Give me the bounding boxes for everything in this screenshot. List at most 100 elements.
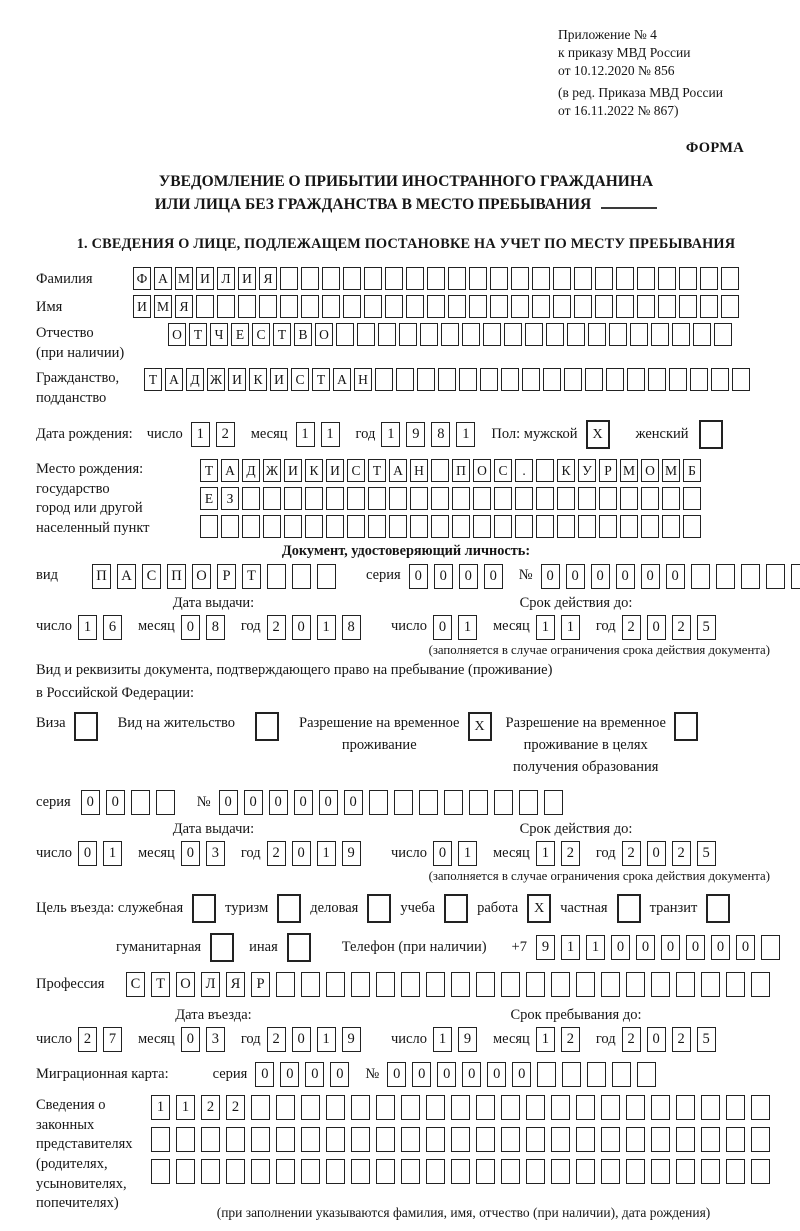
- visa-box[interactable]: [73, 712, 98, 741]
- temp-residence-box[interactable]: X: [467, 712, 492, 741]
- birthplace-cell[interactable]: [368, 515, 386, 539]
- birthplace-cell[interactable]: А: [221, 459, 239, 483]
- name-cell[interactable]: [553, 295, 571, 318]
- birthplace-cell[interactable]: [536, 487, 554, 511]
- citizenship-cell[interactable]: [396, 368, 414, 392]
- representatives-cell[interactable]: [526, 1095, 545, 1121]
- representatives-cell[interactable]: [501, 1095, 520, 1121]
- representatives-cell[interactable]: [676, 1095, 695, 1121]
- id-doc-number-cell[interactable]: [765, 563, 785, 589]
- id-doc-series-cell[interactable]: 0: [458, 563, 478, 589]
- representatives-cell[interactable]: [401, 1159, 420, 1185]
- patronymic-cell[interactable]: [525, 323, 543, 346]
- phone-cell[interactable]: 0: [610, 935, 630, 961]
- surname-cell[interactable]: [679, 267, 697, 290]
- birthplace-cell[interactable]: Д: [242, 459, 260, 483]
- birthplace-cell[interactable]: [410, 487, 428, 511]
- representatives-cell[interactable]: [701, 1159, 720, 1185]
- birthplace-cell[interactable]: [431, 459, 449, 483]
- representatives-cell[interactable]: [576, 1095, 595, 1121]
- birthplace-cell[interactable]: [620, 515, 638, 539]
- id-doc-kind-cell[interactable]: А: [116, 563, 136, 589]
- profession-cell[interactable]: [601, 972, 620, 998]
- birthplace-cell[interactable]: [221, 515, 239, 539]
- phone-cell[interactable]: 0: [710, 935, 730, 961]
- name-cell[interactable]: [196, 295, 214, 318]
- id-doc-number-cell[interactable]: [715, 563, 735, 589]
- birthplace-cell[interactable]: [683, 487, 701, 511]
- phone-cell[interactable]: [760, 935, 780, 961]
- representatives-cell[interactable]: [676, 1127, 695, 1153]
- representatives-cell[interactable]: [501, 1127, 520, 1153]
- res-issue-month-cell[interactable]: 3: [205, 841, 225, 867]
- res-valid-day-cell[interactable]: 0: [432, 841, 452, 867]
- birthplace-cell[interactable]: [305, 515, 323, 539]
- patronymic-cell[interactable]: [504, 323, 522, 346]
- profession-cell[interactable]: Я: [226, 972, 245, 998]
- profession-cell[interactable]: [576, 972, 595, 998]
- name-cell[interactable]: [574, 295, 592, 318]
- representatives-cell[interactable]: [726, 1095, 745, 1121]
- representatives-cell[interactable]: [701, 1095, 720, 1121]
- res-valid-day-cell[interactable]: 1: [457, 841, 477, 867]
- name-cell[interactable]: [343, 295, 361, 318]
- representatives-cell[interactable]: [251, 1095, 270, 1121]
- res-issue-month-cell[interactable]: 0: [180, 841, 200, 867]
- id-valid-month-cell[interactable]: 1: [535, 614, 555, 640]
- profession-cell[interactable]: [276, 972, 295, 998]
- id-doc-kind-cell[interactable]: Т: [241, 563, 261, 589]
- patronymic-cell[interactable]: С: [252, 323, 270, 346]
- representatives-cell[interactable]: [201, 1159, 220, 1185]
- representatives-cell[interactable]: [451, 1127, 470, 1153]
- name-cell[interactable]: [637, 295, 655, 318]
- id-doc-series-cell[interactable]: 0: [433, 563, 453, 589]
- representatives-cell[interactable]: 1: [151, 1095, 170, 1121]
- purpose-tourism-box[interactable]: [277, 894, 302, 924]
- representatives-cell[interactable]: [551, 1159, 570, 1185]
- name-cell[interactable]: [532, 295, 550, 318]
- birthplace-cell[interactable]: [326, 515, 344, 539]
- phone-cell[interactable]: 1: [585, 935, 605, 961]
- id-doc-number-cell[interactable]: 0: [565, 563, 585, 589]
- birthplace-cell[interactable]: [263, 515, 281, 539]
- birth-year-cell[interactable]: 9: [406, 422, 426, 448]
- birthplace-cell[interactable]: .: [515, 459, 533, 483]
- representatives-cell[interactable]: [626, 1095, 645, 1121]
- surname-cell[interactable]: [343, 267, 361, 290]
- residence-number-cell[interactable]: [468, 790, 488, 816]
- migration-number-cell[interactable]: [562, 1062, 582, 1088]
- migration-series-cell[interactable]: 0: [280, 1062, 300, 1088]
- sex-male-box[interactable]: X: [585, 420, 610, 450]
- residence-number-cell[interactable]: 0: [293, 790, 313, 816]
- profession-cell[interactable]: [501, 972, 520, 998]
- name-cell[interactable]: Я: [175, 295, 193, 318]
- birthplace-cell[interactable]: У: [578, 459, 596, 483]
- patronymic-cell[interactable]: [546, 323, 564, 346]
- citizenship-cell[interactable]: [459, 368, 477, 392]
- id-doc-kind-cell[interactable]: С: [141, 563, 161, 589]
- representatives-cell[interactable]: [201, 1127, 220, 1153]
- birthplace-cell[interactable]: [452, 487, 470, 511]
- birthplace-cell[interactable]: [368, 487, 386, 511]
- representatives-cell[interactable]: [151, 1159, 170, 1185]
- representatives-cell[interactable]: [451, 1095, 470, 1121]
- birthplace-cell[interactable]: С: [494, 459, 512, 483]
- representatives-cell[interactable]: [576, 1127, 595, 1153]
- profession-cell[interactable]: [526, 972, 545, 998]
- entry-year-cell[interactable]: 2: [266, 1027, 286, 1053]
- res-valid-year-cell[interactable]: 0: [646, 841, 666, 867]
- migration-number-cell[interactable]: 0: [487, 1062, 507, 1088]
- patronymic-cell[interactable]: О: [168, 323, 186, 346]
- res-issue-year-cell[interactable]: 1: [316, 841, 336, 867]
- stay-year-cell[interactable]: 2: [671, 1027, 691, 1053]
- birthplace-cell[interactable]: А: [389, 459, 407, 483]
- surname-cell[interactable]: [658, 267, 676, 290]
- birthplace-cell[interactable]: [242, 487, 260, 511]
- birthplace-cell[interactable]: Р: [599, 459, 617, 483]
- name-cell[interactable]: [427, 295, 445, 318]
- patronymic-cell[interactable]: [483, 323, 501, 346]
- stay-year-cell[interactable]: 2: [621, 1027, 641, 1053]
- representatives-cell[interactable]: [476, 1095, 495, 1121]
- birthplace-cell[interactable]: [431, 487, 449, 511]
- patronymic-cell[interactable]: [420, 323, 438, 346]
